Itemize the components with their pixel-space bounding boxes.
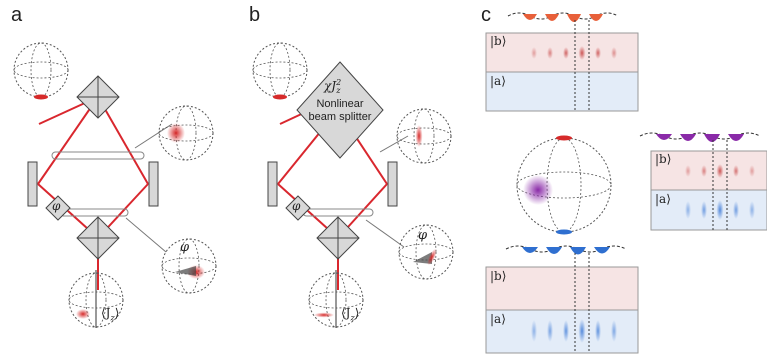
beam-splitter-bottom bbox=[76, 216, 120, 260]
bloch-sphere-input-a bbox=[13, 42, 69, 100]
ket-a-bottom: |a⟩ bbox=[490, 312, 506, 326]
jz-label-a: ⟨Jz⟩ bbox=[101, 306, 119, 322]
mirror-left bbox=[27, 161, 38, 207]
chi-label: χJ2z bbox=[324, 78, 342, 96]
jz-close-b: ⟩ bbox=[354, 306, 360, 320]
box-right-a bbox=[650, 189, 767, 231]
jz-open: ⟨J bbox=[101, 306, 111, 320]
jz-sub-b: z bbox=[350, 313, 355, 323]
panel-c-lattice bbox=[485, 12, 767, 354]
mirror-right-b bbox=[387, 161, 398, 207]
mirror-left-b bbox=[267, 161, 278, 207]
jz-sub: z bbox=[110, 313, 115, 323]
beam-splitter-top bbox=[76, 75, 120, 119]
chi-sup: 2 bbox=[336, 78, 342, 87]
panel-label-b: b bbox=[249, 4, 261, 26]
potential-right bbox=[639, 132, 761, 142]
potential-top bbox=[507, 12, 619, 22]
ket-a-right: |a⟩ bbox=[655, 192, 671, 206]
phase-label-sphere-b: φ bbox=[418, 228, 428, 243]
bloch-sphere-input-b bbox=[252, 42, 308, 100]
arm-top-outline bbox=[51, 151, 145, 160]
beam-splitter-bottom-b bbox=[316, 216, 360, 260]
chi-sub: z bbox=[336, 86, 341, 96]
atom-blobs-bottom-a bbox=[531, 319, 617, 343]
phase-label-sphere-a: φ bbox=[180, 240, 190, 255]
bloch-sphere-output-b bbox=[308, 270, 364, 328]
phase-label-a: φ bbox=[52, 199, 61, 213]
bloch-sphere-output-a bbox=[68, 270, 124, 328]
bloch-sphere-after-phase-a bbox=[161, 238, 217, 294]
bloch-sphere-center-c bbox=[516, 135, 612, 235]
nonlinear-beam-splitter bbox=[296, 61, 384, 159]
panel-label-a: a bbox=[11, 4, 23, 26]
beam-paths bbox=[37, 96, 149, 290]
box-top-a bbox=[485, 71, 639, 112]
potential-bottom bbox=[505, 245, 627, 255]
ket-a-top: |a⟩ bbox=[490, 74, 506, 88]
ket-b-bottom: |b⟩ bbox=[490, 269, 507, 283]
panel-b-interferometer bbox=[252, 42, 454, 328]
atom-blobs-right-a bbox=[685, 200, 755, 220]
jz-open-b: ⟨J bbox=[341, 306, 351, 320]
box-right-b bbox=[650, 150, 767, 191]
jz-close: ⟩ bbox=[114, 306, 120, 320]
atom-blobs-right-b bbox=[685, 164, 755, 178]
nonlinear-label: Nonlinear bbox=[316, 98, 364, 110]
bloch-sphere-after-phase-b bbox=[398, 224, 454, 280]
phase-shifter-b bbox=[285, 195, 311, 221]
beam-splitter-label: beam splitter bbox=[308, 111, 372, 123]
bloch-sphere-after-split-a bbox=[158, 105, 214, 161]
chi-text: χJ bbox=[324, 79, 337, 93]
panel-a-interferometer bbox=[13, 42, 217, 328]
panel-label-c: c bbox=[481, 4, 491, 26]
box-bottom-b bbox=[485, 266, 639, 311]
ket-b-right: |b⟩ bbox=[655, 152, 672, 166]
phase-label-b: φ bbox=[292, 199, 301, 213]
phase-shifter-a bbox=[45, 195, 71, 221]
atom-blobs-top-b bbox=[531, 46, 617, 60]
jz-label-b: ⟨Jz⟩ bbox=[341, 306, 359, 322]
ket-b-top: |b⟩ bbox=[490, 34, 507, 48]
mirror-right bbox=[148, 161, 159, 207]
bloch-sphere-squeezed-b bbox=[396, 108, 452, 164]
